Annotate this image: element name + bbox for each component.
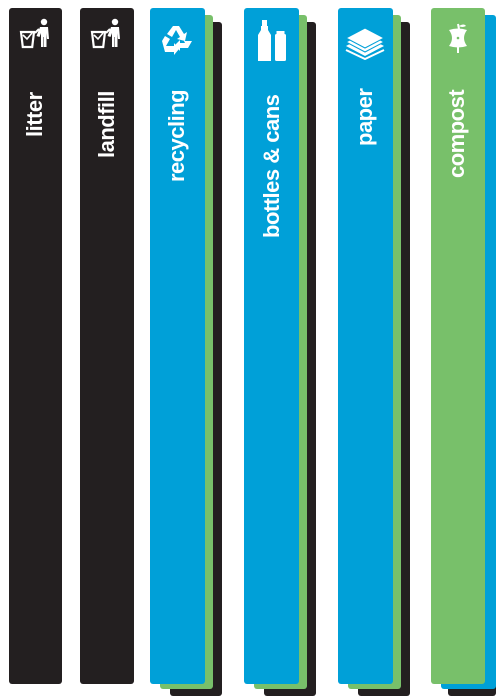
landfill-label: landfill	[94, 91, 119, 158]
compost-label: compost	[444, 89, 469, 178]
landfill-strip: landfill	[80, 8, 134, 684]
paper-label: paper	[352, 88, 377, 146]
recycling-label: recycling	[164, 89, 189, 182]
trash-bin-person-icon	[18, 17, 54, 53]
apple-core-icon	[443, 23, 473, 57]
litter-strip: litter	[9, 8, 62, 684]
paper-strip: paper	[338, 8, 393, 684]
bottle-can-icon	[256, 18, 290, 64]
recycling-strip: recycling	[150, 8, 205, 684]
compost-strip: compost	[431, 8, 485, 684]
trash-bin-person-icon	[89, 17, 125, 53]
bottles-cans-label: bottles & cans	[259, 94, 284, 238]
recycle-arrows-icon	[157, 22, 197, 58]
bottles-cans-strip: bottles & cans	[244, 8, 299, 684]
litter-label: litter	[22, 92, 47, 137]
paper-stack-icon	[344, 28, 386, 60]
